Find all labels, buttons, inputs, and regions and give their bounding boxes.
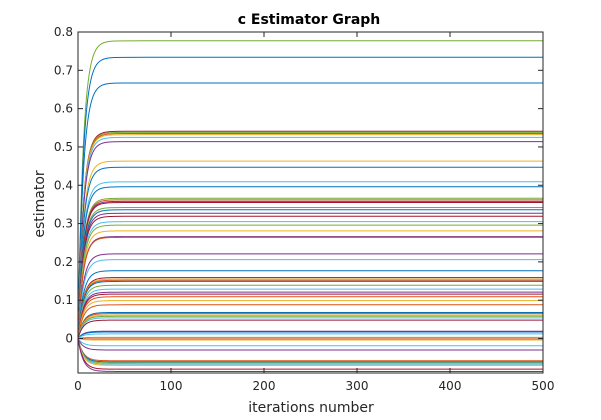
series-line-40	[77, 311, 543, 339]
series-line-49	[77, 336, 543, 340]
series-layer	[77, 40, 543, 372]
series-line-51	[77, 338, 543, 341]
series-line-12	[77, 186, 543, 339]
series-line-38	[77, 300, 543, 339]
series-line-57	[77, 338, 543, 365]
series-line-2	[77, 82, 543, 339]
x-tick-label: 200	[253, 379, 276, 393]
series-line-26	[77, 253, 543, 339]
series-line-43	[77, 315, 543, 339]
series-line-36	[77, 293, 543, 339]
y-tick-label: 0.2	[54, 255, 73, 269]
y-tick-label: 0.8	[54, 25, 73, 39]
series-line-53	[77, 338, 543, 351]
series-line-34	[77, 288, 543, 339]
series-line-32	[77, 280, 543, 339]
series-line-52	[77, 338, 543, 347]
series-line-60	[77, 338, 543, 372]
series-line-45	[77, 319, 543, 339]
series-line-59	[77, 338, 543, 370]
series-line-44	[77, 317, 543, 339]
series-line-21	[77, 221, 543, 339]
series-line-11	[77, 181, 543, 339]
y-tick-label: 0.6	[54, 102, 73, 116]
series-line-33	[77, 284, 543, 339]
series-line-46	[77, 330, 543, 339]
series-line-27	[77, 259, 543, 339]
series-line-23	[77, 230, 543, 339]
series-line-28	[77, 270, 543, 339]
series-line-37	[77, 296, 543, 339]
series-line-47	[77, 331, 543, 339]
x-tick-label: 100	[160, 379, 183, 393]
x-tick-label: 0	[74, 379, 82, 393]
series-line-56	[77, 338, 543, 364]
series-line-8	[77, 141, 543, 339]
y-tick-label: 0.1	[54, 293, 73, 307]
y-tick-label: 0.7	[54, 63, 73, 77]
y-tick-label: 0.3	[54, 217, 73, 231]
series-line-9	[77, 160, 543, 339]
chart-title: c Estimator Graph	[238, 12, 381, 28]
series-line-58	[77, 338, 543, 366]
y-tick-label: 0.4	[54, 178, 73, 192]
series-line-16	[77, 202, 543, 339]
ticks-layer: 0 100 200 300 400 500 0 0.1 0.2 0.3 0.4 0.5 0.6 0.7 0.…	[54, 25, 555, 393]
y-tick-label: 0	[65, 332, 73, 346]
series-line-39	[77, 304, 543, 339]
y-axis-label: estimator	[32, 170, 48, 238]
series-line-22	[77, 224, 543, 339]
series-line-55	[77, 338, 543, 363]
series-line-41	[77, 313, 543, 339]
x-tick-label: 500	[532, 379, 555, 393]
series-line-54	[77, 338, 543, 362]
series-line-1	[77, 56, 543, 339]
series-line-42	[77, 314, 543, 339]
series-line-25	[77, 236, 543, 339]
series-line-48	[77, 333, 543, 339]
axes-box	[77, 31, 544, 374]
x-tick-label: 400	[439, 379, 462, 393]
x-tick-label: 300	[346, 379, 369, 393]
series-line-35	[77, 291, 543, 339]
x-axis-label: iterations number	[248, 400, 374, 416]
series-line-20	[77, 215, 543, 339]
series-line-0	[77, 40, 543, 339]
series-line-10	[77, 166, 543, 339]
y-tick-label: 0.5	[54, 140, 73, 154]
